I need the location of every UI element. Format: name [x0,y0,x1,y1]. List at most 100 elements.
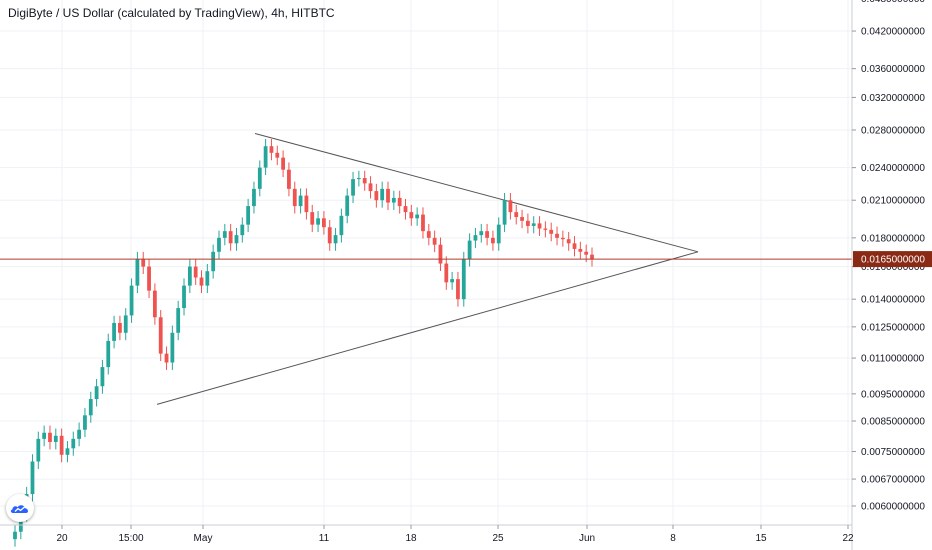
x-tick-label: 11 [319,533,330,544]
lower-trendline [156,251,699,405]
candlestick-series [13,139,594,547]
candle [88,391,93,423]
y-tick-label: 0.0480000000 [861,0,925,5]
candle [368,176,373,199]
candle [391,190,396,210]
tradingview-cloud-icon [10,505,29,513]
candle [176,300,181,341]
price-axis-bg [852,0,932,550]
candle [252,181,256,214]
candle [77,422,82,447]
candle [316,211,320,233]
candle [467,233,472,267]
candle [572,236,577,257]
candle [531,216,536,234]
x-tick-label: 18 [405,533,417,544]
candle [520,209,524,229]
candle [228,223,233,251]
candle [450,271,455,290]
candle [118,315,122,341]
last-price-tag [853,251,932,268]
candle [438,237,443,271]
candle [263,139,268,176]
candle [222,223,227,246]
y-tick-label: 0.0060000000 [861,502,925,513]
candle [240,217,245,243]
candle [217,230,221,260]
candle [310,204,315,233]
y-tick-label: 0.0085000000 [861,416,925,427]
candle [287,162,291,197]
candle [187,259,192,294]
y-tick-label: 0.0360000000 [861,64,925,75]
candle [65,441,70,463]
candle [71,431,76,456]
x-tick-label: 15 [755,533,767,544]
candle [456,271,460,307]
candle [135,251,140,294]
candle [269,139,274,161]
y-tick-label: 0.0067000000 [861,475,925,486]
candle [339,208,344,243]
candle [129,278,134,323]
candle [566,231,571,251]
candle [380,181,385,208]
price-axis[interactable]: 0.0480000000 0.0420000000 0.0360000000 0.03… [851,0,932,550]
y-tick-label: 0.0420000000 [861,27,925,38]
candle [234,227,239,251]
candle [543,221,548,238]
candle [158,310,163,362]
candle [362,170,367,191]
candle [351,171,355,204]
candle [170,325,175,370]
candle [386,181,390,210]
candle [409,204,414,226]
candle [578,241,583,260]
candle [356,170,361,187]
candle [403,198,408,220]
tradingview-logo[interactable] [6,494,34,522]
triangle-trendlines [156,133,699,405]
y-tick-label: 0.0240000000 [861,163,925,174]
y-tick-label: 0.0110000000 [861,354,925,365]
candle [508,193,513,220]
candle [345,188,350,224]
candle [555,226,559,246]
candle [83,408,87,438]
candle [205,263,210,294]
x-tick-label: 20 [56,533,68,544]
candle [123,308,128,341]
candle [304,188,309,220]
candle [485,223,489,246]
candle [42,425,47,447]
y-tick-label: 0.0210000000 [861,196,925,207]
candle [94,379,99,407]
candle [147,259,151,299]
candle [292,181,297,214]
y-tick-label: 0.0180000000 [861,233,925,244]
y-tick-label: 0.0095000000 [861,389,925,400]
candle [112,315,116,349]
y-tick-label: 0.0320000000 [861,93,925,104]
candle [496,217,501,251]
candle [514,204,519,225]
time-axis[interactable]: 20 15:00 May 11 18 25 Jun 8 15 22 [0,524,854,544]
candle [141,251,146,275]
candle [199,270,204,294]
x-tick-label: 15:00 [118,533,143,544]
candle [193,259,198,285]
candle [298,188,303,214]
candle [53,428,58,450]
y-tick-label: 0.0280000000 [861,126,925,137]
candle [415,207,420,226]
grid [0,0,852,525]
upper-trendline [254,133,699,253]
candle [106,333,111,375]
candle [275,145,280,166]
candle [421,207,425,239]
candle [257,160,262,197]
candle [30,454,35,502]
candle [164,346,169,370]
candle [59,428,64,463]
